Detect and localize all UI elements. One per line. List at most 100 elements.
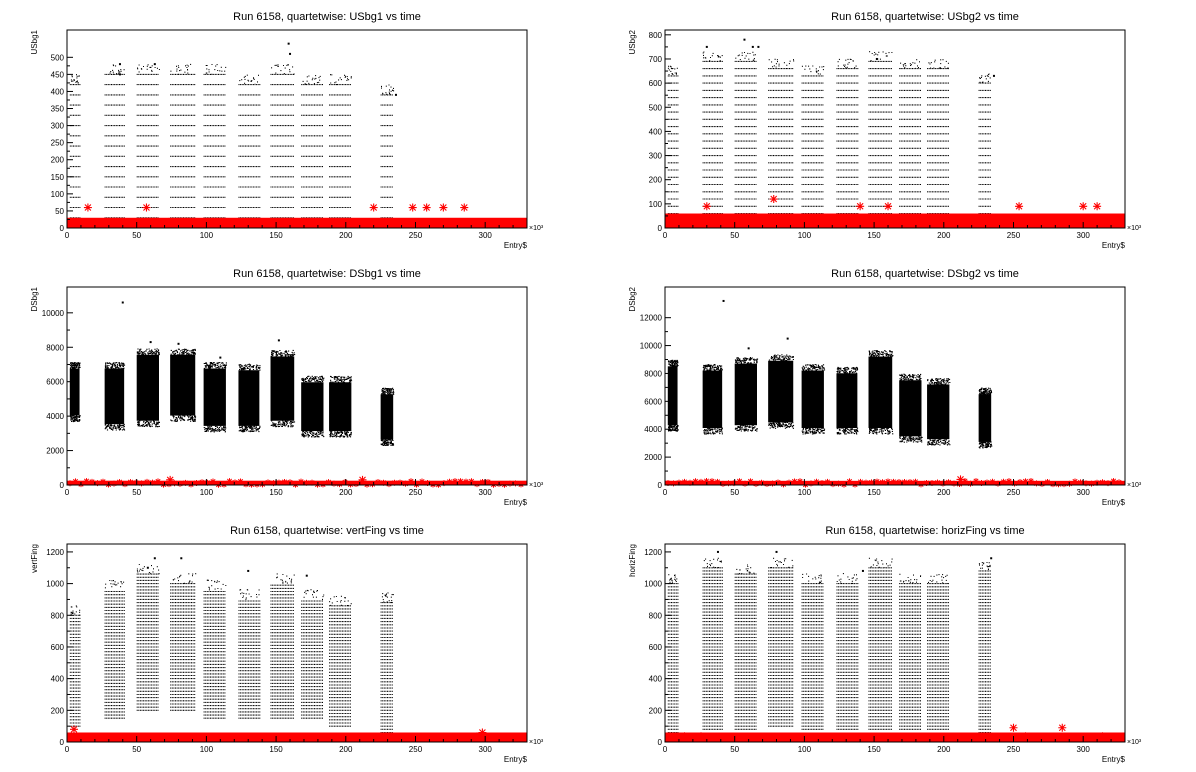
y-tick-label: 4000 bbox=[46, 412, 64, 421]
series-quartet-dsbg2 bbox=[665, 475, 1125, 488]
y-tick-label: 400 bbox=[649, 127, 663, 136]
outlier-point bbox=[716, 550, 719, 553]
x-tick-label: 200 bbox=[937, 488, 951, 497]
data-points-main-vertfing bbox=[69, 563, 394, 734]
data-points-main-usbg1 bbox=[69, 63, 395, 229]
x-tick-label: 100 bbox=[798, 488, 812, 497]
x-tick-label: 50 bbox=[132, 745, 141, 754]
x-tick-label: 50 bbox=[132, 488, 141, 497]
x-tick-label: 100 bbox=[200, 745, 214, 754]
y-tick-label: 0 bbox=[658, 481, 663, 490]
outlier-point bbox=[956, 475, 965, 484]
outlier-point bbox=[83, 203, 92, 212]
x-multiplier-label: ×10³ bbox=[1127, 482, 1142, 489]
y-axis-label: vertFing bbox=[30, 544, 39, 573]
chart-title-usbg2: Run 6158, quartetwise: USbg2 vs time bbox=[831, 11, 1019, 23]
data-points-main-dsbg2 bbox=[667, 349, 993, 449]
outlier-point bbox=[177, 342, 180, 345]
y-tick-label: 0 bbox=[658, 738, 663, 747]
outlier-point bbox=[305, 574, 308, 577]
series-quartet-vertfing bbox=[67, 725, 527, 743]
y-tick-label: 350 bbox=[51, 105, 65, 114]
outlier-point bbox=[990, 557, 993, 560]
y-tick-label: 2000 bbox=[644, 453, 662, 462]
outlier-point bbox=[166, 475, 175, 484]
y-tick-label: 1200 bbox=[46, 548, 64, 557]
y-tick-label: 600 bbox=[649, 643, 663, 652]
outlier-point bbox=[439, 203, 448, 212]
data-cluster-dsbg1 bbox=[136, 354, 159, 421]
x-tick-label: 0 bbox=[65, 488, 70, 497]
data-cluster-dsbg1 bbox=[380, 394, 394, 440]
outlier-point bbox=[287, 42, 290, 45]
data-cluster-dsbg2 bbox=[836, 373, 858, 429]
chart-panel-horizfing: Run 6158, quartetwise: horizFing vs time… bbox=[598, 514, 1196, 771]
x-multiplier-label: ×10³ bbox=[529, 482, 544, 489]
chart-panel-dsbg1: Run 6158, quartetwise: DSbg1 vs time 0 200… bbox=[0, 257, 598, 514]
chart-panel-vertfing: Run 6158, quartetwise: vertFing vs time 0… bbox=[0, 514, 598, 771]
x-tick-label: 200 bbox=[937, 231, 951, 240]
y-tick-label: 800 bbox=[51, 611, 65, 620]
y-tick-label: 4000 bbox=[644, 425, 662, 434]
y-axis-label: DSbg2 bbox=[628, 286, 637, 311]
data-cluster-dsbg2 bbox=[868, 356, 893, 429]
outlier-point bbox=[289, 52, 292, 55]
scatter-plot-usbg2: Run 6158, quartetwise: USbg2 vs time 0 100… bbox=[628, 11, 1142, 250]
x-tick-label: 200 bbox=[339, 231, 353, 240]
outlier-point bbox=[149, 341, 152, 344]
outlier-point bbox=[146, 566, 149, 569]
y-tick-label: 1000 bbox=[644, 580, 662, 589]
quartet-markers-usbg1 bbox=[67, 217, 524, 228]
y-tick-label: 450 bbox=[51, 70, 65, 79]
outlier-point bbox=[1009, 723, 1018, 732]
series-quartet-usbg1 bbox=[67, 203, 527, 228]
plot-frame-dsbg2 bbox=[664, 286, 1126, 486]
x-tick-label: 150 bbox=[867, 488, 881, 497]
x-axis-label: Entry$ bbox=[1102, 498, 1126, 507]
outlier-point bbox=[369, 203, 378, 212]
x-tick-label: 50 bbox=[730, 488, 739, 497]
data-cluster-dsbg2 bbox=[927, 384, 950, 440]
x-tick-label: 50 bbox=[730, 231, 739, 240]
plot-frame-usbg1 bbox=[66, 29, 528, 229]
data-cluster-dsbg1 bbox=[270, 356, 295, 421]
data-cluster-dsbg1 bbox=[203, 368, 226, 426]
outlier-point bbox=[747, 347, 750, 350]
y-tick-label: 400 bbox=[649, 675, 663, 684]
y-tick-label: 250 bbox=[51, 139, 65, 148]
y-tick-label: 200 bbox=[649, 176, 663, 185]
series-quartet-dsbg1 bbox=[67, 475, 527, 488]
data-cluster-dsbg2 bbox=[978, 394, 992, 442]
data-cluster-dsbg1 bbox=[170, 354, 196, 416]
series-quartet-horizfing bbox=[665, 723, 1125, 743]
x-tick-label: 250 bbox=[1007, 488, 1021, 497]
outlier-point bbox=[118, 73, 121, 76]
x-axis-label: Entry$ bbox=[1102, 241, 1126, 250]
y-tick-label: 300 bbox=[649, 152, 663, 161]
x-tick-label: 50 bbox=[132, 231, 141, 240]
x-multiplier-label: ×10³ bbox=[529, 225, 544, 232]
y-tick-label: 10000 bbox=[42, 309, 65, 318]
scatter-plot-dsbg2: Run 6158, quartetwise: DSbg2 vs time 0 200… bbox=[628, 268, 1142, 507]
series-main-usbg1 bbox=[69, 42, 397, 229]
series-main-vertfing bbox=[69, 557, 394, 734]
y-tick-label: 700 bbox=[649, 55, 663, 64]
data-cluster-dsbg2 bbox=[734, 363, 757, 426]
outlier-point bbox=[1079, 202, 1088, 211]
y-axis-label: horizFing bbox=[628, 544, 637, 577]
outlier-point bbox=[786, 337, 789, 340]
x-tick-label: 100 bbox=[200, 488, 214, 497]
y-tick-label: 8000 bbox=[644, 369, 662, 378]
y-tick-label: 10000 bbox=[640, 342, 663, 351]
y-tick-label: 0 bbox=[60, 224, 65, 233]
outlier-point bbox=[702, 202, 711, 211]
outlier-point bbox=[247, 569, 250, 572]
outlier-point bbox=[856, 202, 865, 211]
x-multiplier-label: ×10³ bbox=[1127, 739, 1142, 746]
chart-title-vertfing: Run 6158, quartetwise: vertFing vs time bbox=[230, 525, 424, 537]
x-tick-label: 300 bbox=[1077, 488, 1091, 497]
data-cluster-dsbg1 bbox=[69, 368, 80, 416]
outlier-point bbox=[219, 356, 222, 359]
outlier-point bbox=[153, 557, 156, 560]
y-tick-label: 500 bbox=[649, 103, 663, 112]
